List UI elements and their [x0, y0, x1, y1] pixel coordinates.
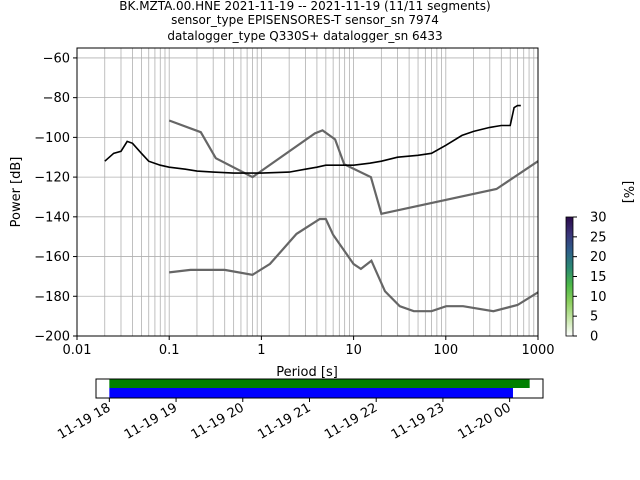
x-tick-label: 1000 [521, 343, 554, 358]
colorbar-tick-label: 15 [590, 270, 607, 285]
title-line-3: datalogger_type Q330S+ datalogger_sn 643… [167, 29, 442, 43]
coverage-tick-label: 11-20 00 [456, 400, 514, 442]
colorbar-tick-label: 25 [590, 230, 607, 245]
data-coverage-bar [109, 379, 530, 388]
figure-title: BK.MZTA.00.HNE 2021-11-19 -- 2021-11-19 … [119, 0, 490, 43]
coverage-frame [95, 378, 544, 399]
coverage-tick-label: 11-19 22 [322, 400, 380, 442]
colorbar-tick-label: 30 [590, 211, 607, 226]
y-tick-label: −60 [43, 51, 70, 66]
y-axis-label: Power [dB] [9, 157, 24, 228]
colorbar-tick-label: 10 [590, 290, 607, 305]
x-tick-label: 10 [345, 343, 362, 358]
title-line-2: sensor_type EPISENSORES-T sensor_sn 7974 [171, 13, 439, 27]
nlnm-curve [169, 217, 539, 313]
psd-plot: 0.01 0.1 1 10 100 1000 −200 −180 −160 −140 −120 −1… [9, 47, 555, 380]
plot-background [77, 48, 538, 336]
nhnm-curve [168, 119, 539, 216]
coverage-tick-label: 11-19 21 [255, 400, 313, 442]
y-tick-label: −140 [34, 210, 70, 225]
colorbar-label: [%] [620, 181, 635, 204]
reference-noise-models [168, 119, 539, 313]
colorbar-ticks: 0 5 10 15 20 25 30 [573, 211, 607, 345]
y-tick-label: −80 [43, 91, 70, 106]
coverage-tick-label: 11-19 18 [55, 400, 113, 442]
y-tick-label: −100 [34, 131, 70, 146]
x-axis-ticks: 0.01 0.1 1 10 100 1000 [63, 336, 555, 358]
x-tick-label: 0.1 [159, 343, 180, 358]
coverage-tick-label: 11-19 23 [389, 400, 447, 442]
title-line-1: BK.MZTA.00.HNE 2021-11-19 -- 2021-11-19 … [119, 0, 490, 13]
colorbar-tick-label: 20 [590, 250, 607, 265]
y-tick-label: −180 [34, 290, 70, 305]
coverage-time-ticks: 11-19 18 11-19 19 11-19 20 11-19 21 11-19 22… [55, 398, 514, 443]
coverage-tick-label: 11-19 19 [122, 400, 180, 442]
x-axis-label: Period [s] [276, 365, 338, 380]
colorbar-gradient [565, 216, 574, 337]
y-tick-label: −120 [34, 171, 70, 186]
plot-frame [76, 47, 539, 337]
mean-psd [104, 104, 521, 174]
y-axis-ticks: −200 −180 −160 −140 −120 −100 −80 −60 [34, 51, 77, 345]
colorbar: 0 5 10 15 20 25 30 [%] [565, 181, 635, 345]
x-tick-label: 0.01 [63, 343, 92, 358]
colorbar-tick-label: 0 [590, 330, 598, 345]
y-tick-label: −200 [34, 330, 70, 345]
y-tick-label: −160 [34, 250, 70, 265]
coverage-panel: 11-19 18 11-19 19 11-19 20 11-19 21 11-19 22… [55, 378, 544, 443]
colorbar-tick-label: 5 [590, 310, 598, 325]
mean-psd-curve [104, 104, 521, 174]
x-tick-label: 100 [433, 343, 458, 358]
coverage-tick-label: 11-19 20 [189, 400, 247, 442]
x-tick-label: 1 [257, 343, 265, 358]
psd-coverage-bar [109, 388, 513, 398]
